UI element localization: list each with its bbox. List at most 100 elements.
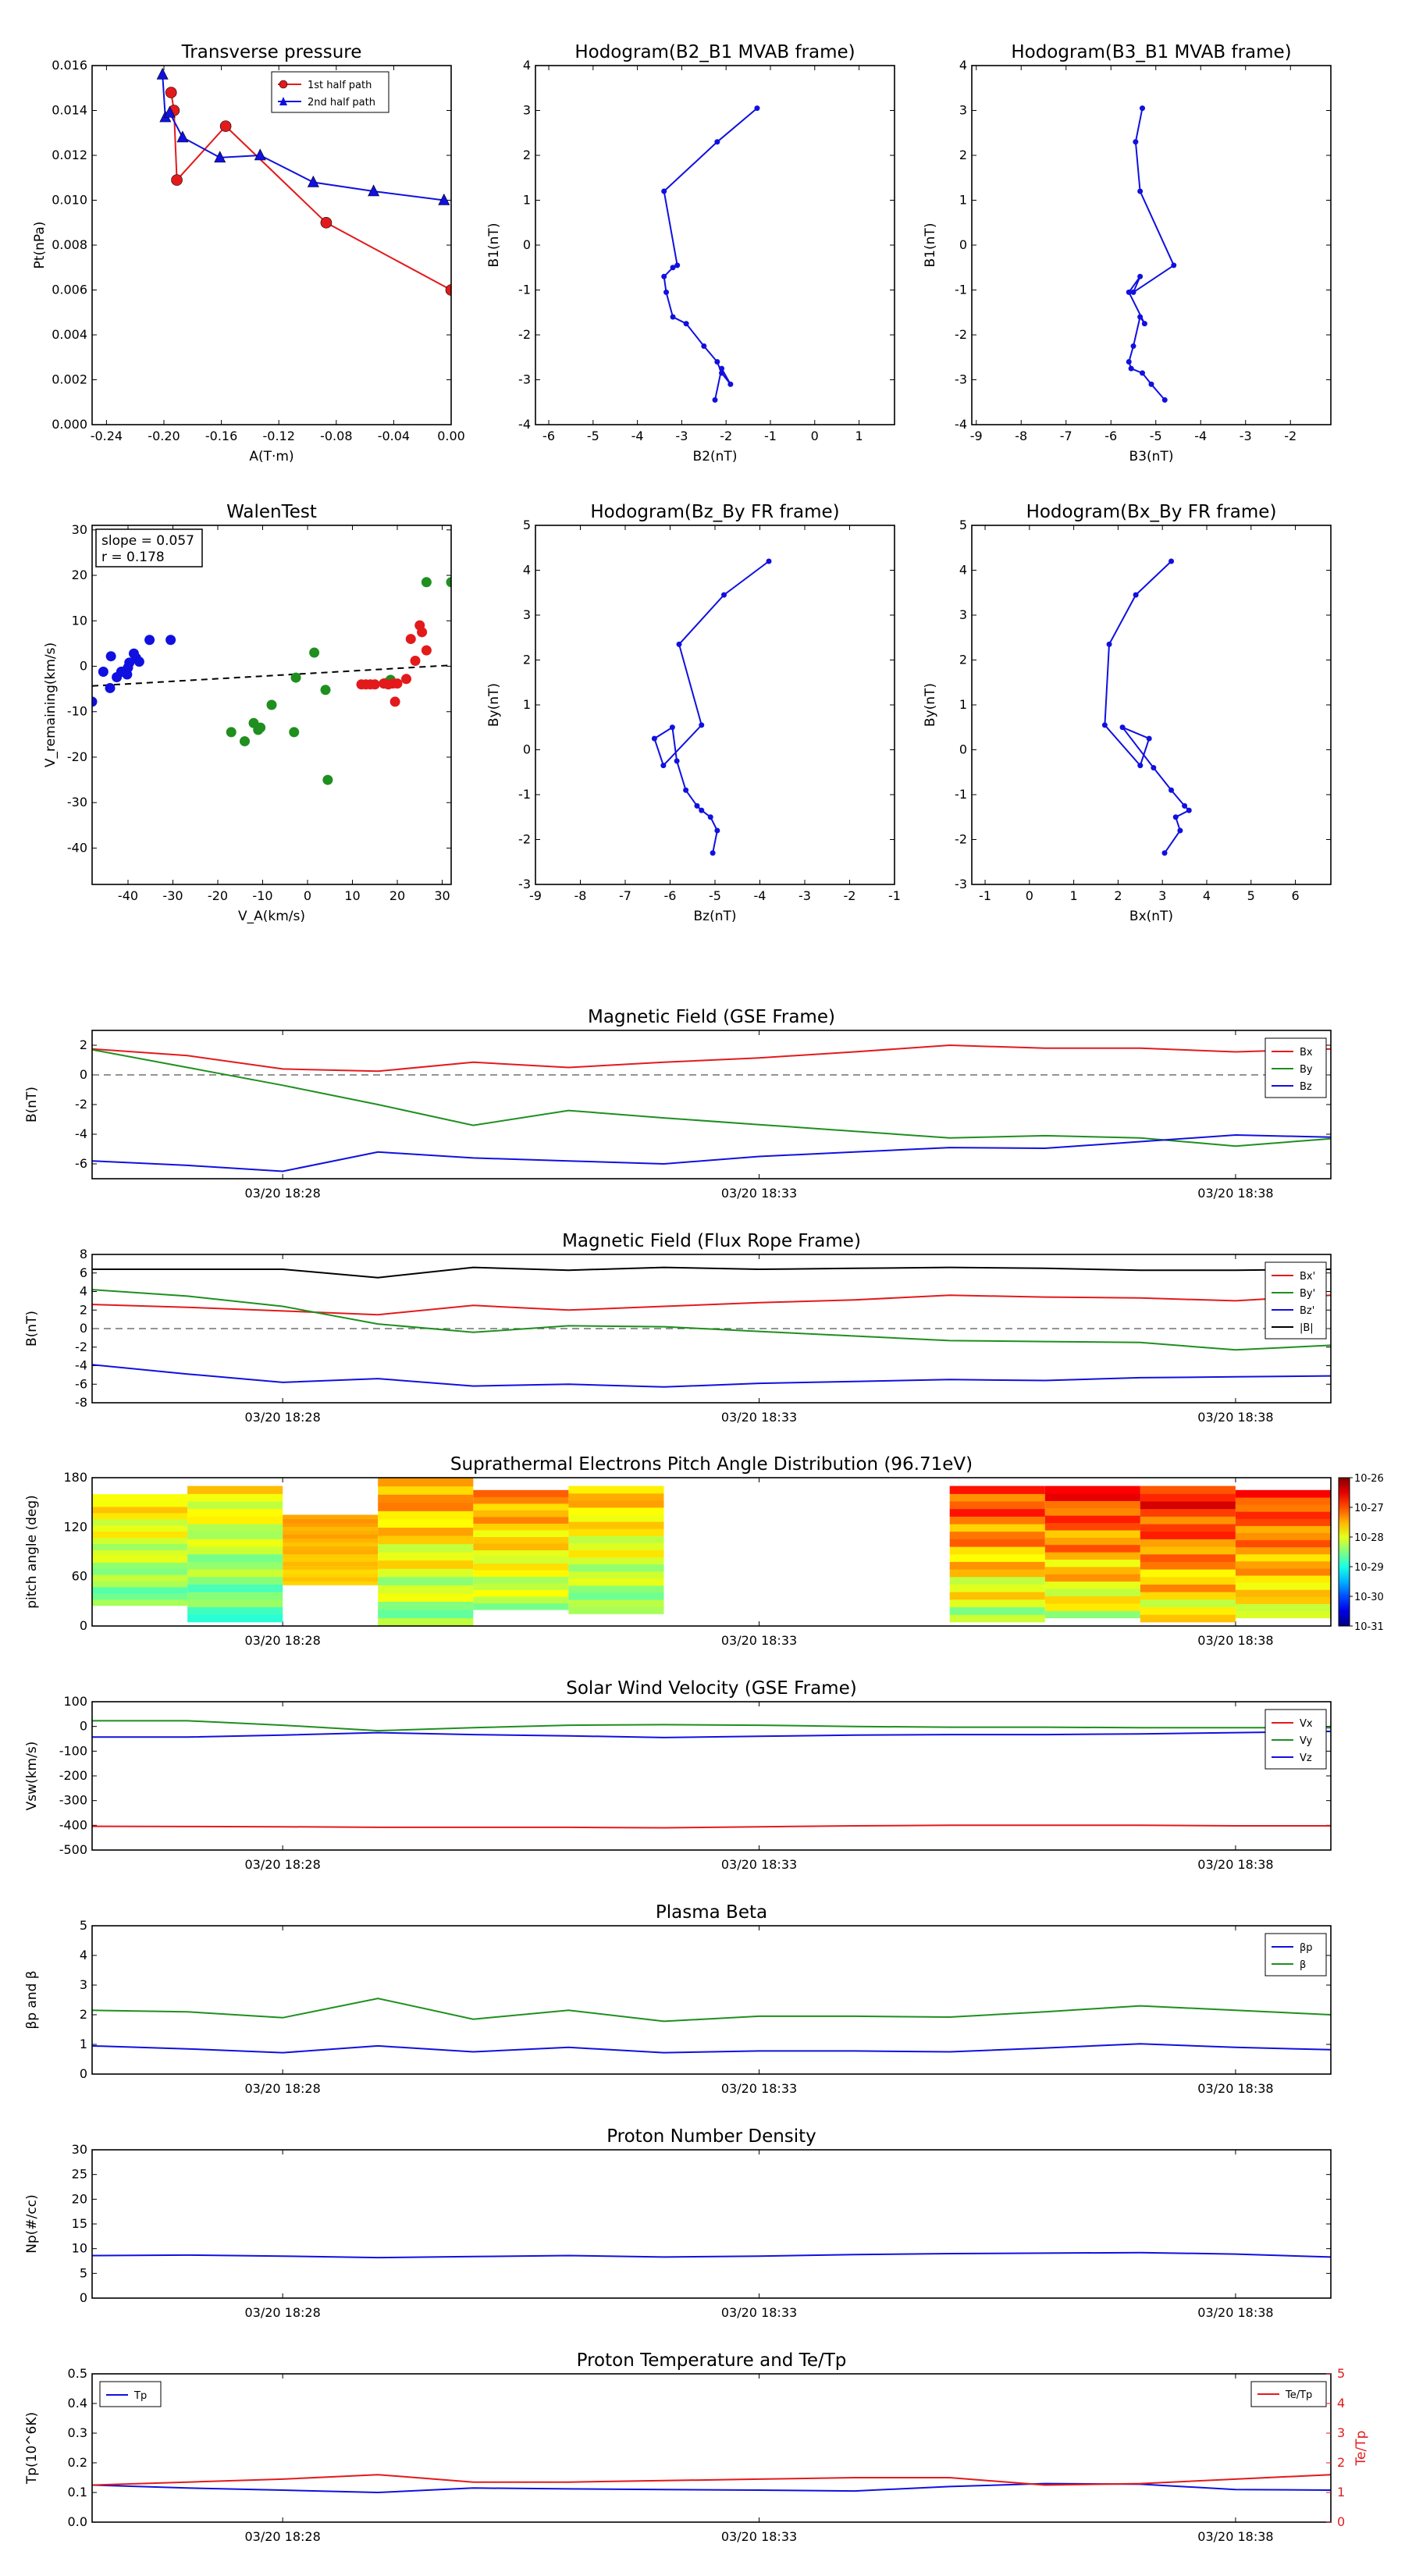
heatmap-cell [378, 1601, 474, 1610]
x-tick-label: -4 [631, 429, 644, 443]
heatmap-cell [568, 1571, 664, 1579]
y-tick-label: 0.3 [68, 2425, 87, 2440]
x-tick-label: 6 [1291, 888, 1299, 903]
x-tick-label: -20 [208, 888, 228, 903]
y-tick-label: 25 [72, 2167, 87, 2182]
data-point [219, 120, 232, 132]
heatmap-cell [568, 1606, 664, 1614]
heatmap-cell [473, 1596, 569, 1603]
x-tick-label: 03/20 18:28 [244, 1186, 320, 1201]
heatmap-cell [92, 1580, 188, 1588]
heatmap-cell [1044, 1559, 1140, 1567]
heatmap-cell [473, 1489, 569, 1497]
x-tick-label: 30 [434, 888, 450, 903]
heatmap-cell [568, 1585, 664, 1593]
heatmap-cell [187, 1531, 283, 1539]
x-tick-label: -5 [709, 888, 721, 903]
y-tick-label: 0 [523, 742, 531, 757]
data-point [707, 814, 713, 820]
y-tick-label: -3 [518, 372, 531, 387]
x-tick-label: -6 [1104, 429, 1117, 443]
data-point [1128, 365, 1134, 372]
heatmap-cell [92, 1592, 188, 1600]
y-tick-label: 60 [72, 1569, 87, 1584]
heatmap-cell [1044, 1588, 1140, 1596]
x-tick-label: -40 [118, 888, 138, 903]
y-tick-label: 30 [72, 2142, 87, 2157]
heatmap-cell [283, 1569, 379, 1574]
heatmap-cell [949, 1569, 1045, 1578]
x-tick-label: 03/20 18:28 [244, 1857, 320, 1872]
colorbar-label: 10-31 [1354, 1621, 1384, 1633]
legend-marker [279, 97, 287, 105]
x-tick-label: -3 [675, 429, 688, 443]
legend-label: 1st half path [308, 80, 372, 91]
data-point [710, 850, 716, 856]
heatmap-cell [378, 1576, 474, 1585]
y-tick-label: 120 [63, 1519, 87, 1534]
panel-beta: Plasma Beta 0 1 2 3 4 5 03/20 18:28 03/20 18:33 0… [24, 1902, 1332, 2096]
x-tick-label: 03/20 18:28 [244, 2529, 320, 2544]
y-tick-label: 0 [80, 1618, 87, 1633]
heatmap-cell [283, 1557, 379, 1562]
y-tick-label: 0 [80, 1067, 87, 1082]
heatmap-cell [1235, 1525, 1331, 1533]
y-axis-label: By(nT) [486, 683, 502, 727]
data-point [766, 558, 772, 564]
y-tick-label: 0.006 [52, 283, 87, 297]
legend-box [1264, 1933, 1327, 1976]
x-tick-label: 03/20 18:38 [1197, 1410, 1273, 1425]
x-tick-label: 03/20 18:33 [721, 1633, 797, 1648]
panel-h1: Hodogram(B2_B1 MVAB frame) -6 -5 -4 -3 -2 -1 0 1… [486, 42, 895, 464]
chart-title: Magnetic Field (GSE Frame) [588, 1007, 835, 1027]
data-point [754, 105, 760, 112]
data-point [445, 284, 451, 296]
series-line-1st-half-path [170, 92, 451, 291]
legend-label: |B| [1300, 1322, 1314, 1334]
plot-area [92, 1266, 1331, 1388]
data-point [1161, 397, 1168, 403]
heatmap-cell [283, 1565, 379, 1570]
colorbar-label: 10-27 [1354, 1503, 1384, 1514]
plot-frame [91, 2149, 1332, 2299]
heatmap-cell [1140, 1584, 1236, 1592]
y-tick-label: 3 [523, 607, 531, 622]
heatmap-cell [1044, 1537, 1140, 1546]
heatmap-cell [1140, 1614, 1236, 1623]
heatmap-cell [92, 1562, 188, 1569]
data-point [1130, 289, 1136, 295]
y-tick-label: -40 [67, 840, 87, 855]
x-tick-label: 03/20 18:38 [1197, 2081, 1273, 2096]
x-tick-label: 03/20 18:33 [721, 2081, 797, 2096]
data-point [694, 802, 700, 809]
x-tick-label: 03/20 18:28 [244, 2081, 320, 2096]
y-tick-label: 30 [72, 522, 87, 537]
x-tick-label: 20 [389, 888, 405, 903]
y-tick-label: 4 [523, 58, 531, 73]
plot-frame [91, 2373, 1332, 2523]
plot-area [92, 1998, 1331, 2054]
heatmap-cell [283, 1534, 379, 1539]
plot-frame [91, 65, 452, 425]
y-tick-label: 1 [959, 697, 967, 712]
heatmap-cell [92, 1500, 188, 1507]
y-tick-label: 2 [80, 2007, 87, 2022]
heatmap-cell [1044, 1507, 1140, 1516]
series-line-Vx [92, 1824, 1331, 1829]
heatmap-cell [187, 1485, 283, 1494]
y-tick-label: -2 [955, 327, 967, 342]
heatmap-cell [1235, 1567, 1331, 1576]
data-point [1119, 724, 1126, 731]
data-point [1133, 139, 1139, 145]
y2-tick-label: 0 [1337, 2514, 1345, 2529]
y-tick-label: 5 [523, 518, 531, 532]
data-point [683, 787, 689, 793]
x-tick-label: 5 [1247, 888, 1255, 903]
x-tick-label: -0.12 [262, 429, 294, 443]
series-line-path [653, 560, 770, 853]
heatmap-cell [568, 1507, 664, 1515]
y-tick-label: 0.008 [52, 237, 87, 252]
data-point [176, 130, 189, 143]
heatmap-cell [283, 1518, 379, 1524]
